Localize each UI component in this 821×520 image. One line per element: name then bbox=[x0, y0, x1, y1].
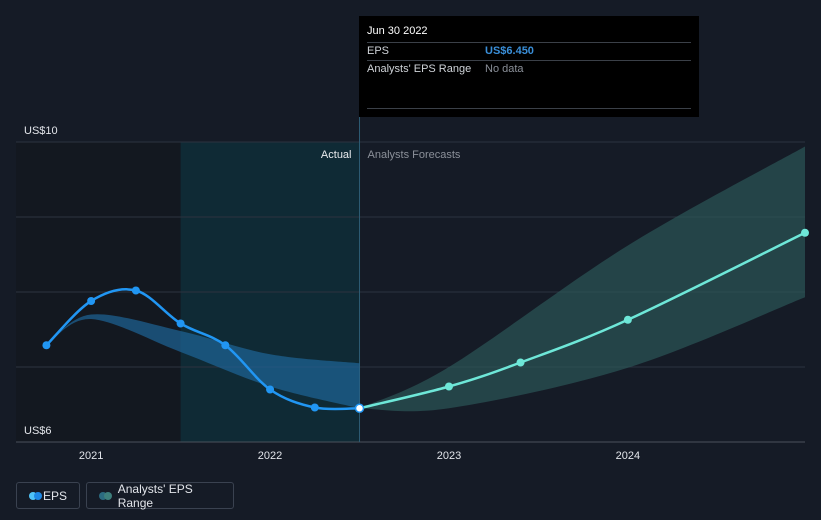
tooltip-date: Jun 30 2022 bbox=[367, 25, 428, 37]
eps-point bbox=[176, 319, 185, 328]
tooltip-eps-value: US$6.450 bbox=[485, 45, 534, 57]
eps-point bbox=[310, 403, 319, 412]
x-tick-label: 2022 bbox=[258, 450, 282, 462]
eps-forecast-point bbox=[801, 228, 809, 237]
eps-range-band bbox=[359, 146, 805, 412]
y-axis-top-label: US$10 bbox=[24, 125, 58, 137]
x-tick-label: 2023 bbox=[437, 450, 461, 462]
eps-legend-icon bbox=[29, 491, 42, 500]
x-tick-label: 2021 bbox=[79, 450, 103, 462]
eps-highlight-point bbox=[354, 403, 365, 413]
tooltip-range-row: Analysts' EPS Range No data bbox=[367, 60, 691, 78]
eps-range-band bbox=[46, 314, 360, 409]
tooltip-eps-label: EPS bbox=[367, 45, 390, 57]
eps-forecast-point bbox=[444, 382, 453, 391]
eps-point bbox=[221, 341, 230, 350]
legend-range[interactable]: Analysts' EPS Range bbox=[86, 481, 234, 510]
eps-point bbox=[131, 286, 140, 295]
eps-point bbox=[266, 385, 275, 394]
tooltip-eps-row: EPS US$6.450 bbox=[367, 42, 691, 60]
legend-eps[interactable]: EPS bbox=[16, 482, 80, 509]
legend-eps-label: EPS bbox=[42, 488, 67, 503]
range-legend-icon bbox=[99, 491, 112, 500]
tooltip-divider bbox=[367, 108, 691, 109]
tooltip-range-value: No data bbox=[485, 63, 524, 75]
tooltip-range-label: Analysts' EPS Range bbox=[367, 63, 472, 75]
eps-forecast-line bbox=[359, 231, 806, 410]
legend-range-label: Analysts' EPS Range bbox=[117, 481, 193, 510]
eps-forecast-point bbox=[516, 358, 525, 367]
y-axis-bottom-label: US$6 bbox=[24, 425, 52, 437]
actual-label: Actual bbox=[321, 149, 352, 161]
eps-forecast-point bbox=[623, 315, 632, 324]
forecast-label: Analysts Forecasts bbox=[368, 149, 461, 161]
eps-point bbox=[87, 297, 96, 305]
x-tick-label: 2024 bbox=[616, 450, 640, 462]
eps-point bbox=[42, 341, 51, 350]
eps-tooltip: Jun 30 2022 EPS US$6.450 Analysts' EPS R… bbox=[359, 16, 699, 117]
